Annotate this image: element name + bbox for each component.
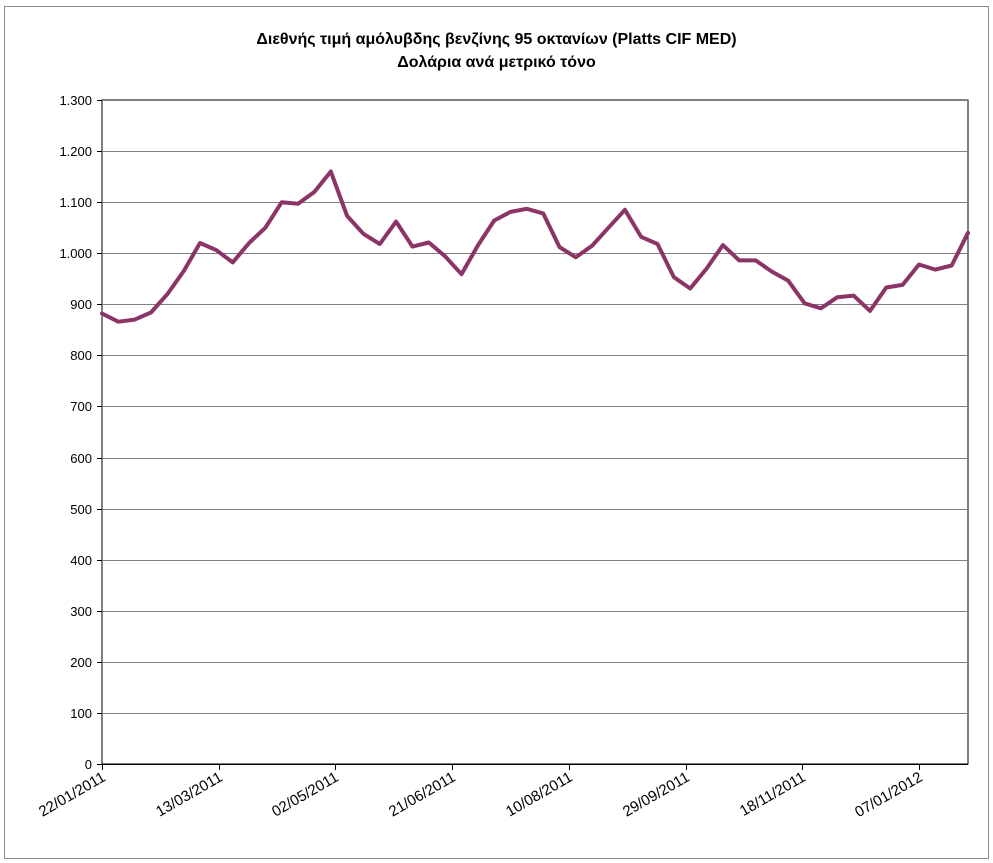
data-point	[639, 235, 643, 239]
y-tick-label: 800	[70, 348, 92, 363]
data-point	[394, 220, 398, 224]
y-tick-label: 1.200	[59, 144, 92, 159]
data-point	[835, 295, 839, 299]
y-tick-label: 400	[70, 553, 92, 568]
data-point	[492, 219, 496, 223]
data-point	[247, 241, 251, 245]
x-tick-label: 02/05/2011	[269, 769, 342, 821]
data-point	[231, 260, 235, 264]
data-point	[100, 312, 104, 316]
y-tick-label: 200	[70, 655, 92, 670]
data-point	[901, 283, 905, 287]
data-point	[754, 258, 758, 262]
data-point	[476, 244, 480, 248]
data-point	[590, 244, 594, 248]
data-point	[574, 255, 578, 259]
data-point	[884, 286, 888, 290]
y-tick-label: 900	[70, 297, 92, 312]
data-point	[623, 208, 627, 212]
y-tick-label: 600	[70, 451, 92, 466]
y-tick-label: 100	[70, 706, 92, 721]
data-point	[182, 269, 186, 273]
x-tick-label: 18/11/2011	[737, 769, 809, 820]
data-point	[460, 272, 464, 276]
data-point	[852, 294, 856, 298]
data-point	[525, 207, 529, 211]
data-point	[149, 311, 153, 315]
data-point	[917, 263, 921, 267]
data-point	[509, 210, 513, 214]
data-point	[345, 214, 349, 218]
y-tick-label: 1.300	[59, 93, 92, 108]
data-point	[165, 292, 169, 296]
plot-area	[102, 100, 968, 764]
data-point	[656, 242, 660, 246]
data-point	[721, 243, 725, 247]
data-point	[803, 301, 807, 305]
data-point	[933, 268, 937, 272]
x-tick-label: 29/09/2011	[620, 769, 693, 821]
y-tick-label: 1.100	[59, 195, 92, 210]
x-tick-label: 07/01/2012	[852, 769, 926, 821]
data-point	[737, 258, 741, 262]
y-tick-label: 300	[70, 604, 92, 619]
x-tick-label: 21/06/2011	[386, 769, 459, 821]
y-tick-label: 500	[70, 502, 92, 517]
data-point	[705, 267, 709, 271]
x-tick-label: 10/08/2011	[503, 769, 576, 821]
data-point	[361, 232, 365, 236]
data-point	[263, 226, 267, 230]
data-point	[443, 254, 447, 258]
data-point	[411, 245, 415, 249]
data-point	[427, 241, 431, 245]
data-point	[558, 245, 562, 249]
data-point	[329, 170, 333, 174]
x-tick-label: 22/01/2011	[36, 769, 109, 821]
data-point	[541, 211, 545, 215]
data-point	[280, 200, 284, 204]
y-tick-label: 0	[85, 757, 92, 772]
data-point	[868, 309, 872, 313]
data-point	[672, 275, 676, 279]
y-tick-label: 1.000	[59, 246, 92, 261]
data-point	[786, 279, 790, 283]
data-point	[819, 306, 823, 310]
data-point	[607, 226, 611, 230]
data-point	[966, 231, 970, 235]
data-point	[688, 287, 692, 291]
data-point	[133, 318, 137, 322]
data-point	[950, 264, 954, 268]
data-point	[214, 248, 218, 252]
data-point	[198, 241, 202, 245]
data-point	[116, 320, 120, 324]
data-point	[296, 202, 300, 206]
data-point	[770, 270, 774, 274]
data-point	[378, 242, 382, 246]
x-tick-label: 13/03/2011	[153, 769, 226, 821]
data-point	[312, 190, 316, 194]
y-tick-label: 700	[70, 399, 92, 414]
